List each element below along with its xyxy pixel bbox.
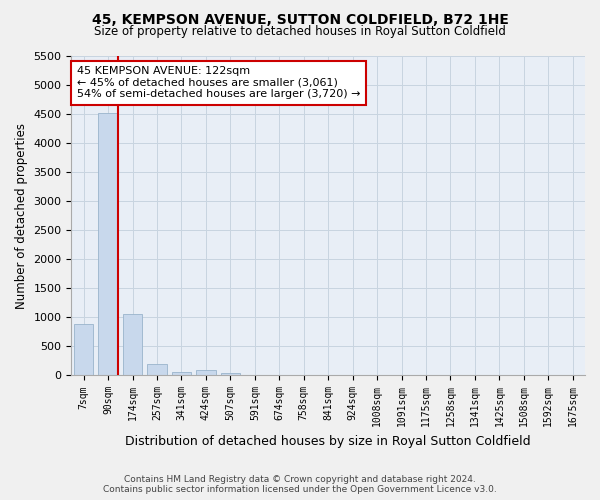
Bar xyxy=(147,364,167,376)
X-axis label: Distribution of detached houses by size in Royal Sutton Coldfield: Distribution of detached houses by size … xyxy=(125,434,531,448)
Text: 45, KEMPSON AVENUE, SUTTON COLDFIELD, B72 1HE: 45, KEMPSON AVENUE, SUTTON COLDFIELD, B7… xyxy=(92,12,508,26)
Bar xyxy=(221,372,240,376)
Bar xyxy=(196,370,215,376)
Text: Contains HM Land Registry data © Crown copyright and database right 2024.
Contai: Contains HM Land Registry data © Crown c… xyxy=(103,474,497,494)
Text: 45 KEMPSON AVENUE: 122sqm
← 45% of detached houses are smaller (3,061)
54% of se: 45 KEMPSON AVENUE: 122sqm ← 45% of detac… xyxy=(77,66,360,100)
Bar xyxy=(74,324,94,376)
Y-axis label: Number of detached properties: Number of detached properties xyxy=(15,123,28,309)
Bar xyxy=(98,112,118,376)
Bar xyxy=(123,314,142,376)
Text: Size of property relative to detached houses in Royal Sutton Coldfield: Size of property relative to detached ho… xyxy=(94,25,506,38)
Bar xyxy=(172,372,191,376)
